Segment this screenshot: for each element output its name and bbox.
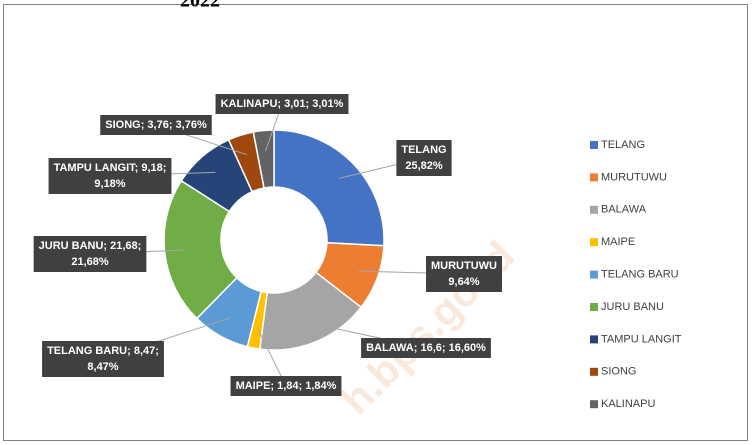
legend-swatch [590, 367, 598, 376]
chart-title: 2022 [180, 0, 220, 12]
slice [163, 179, 238, 320]
data-label-box [48, 158, 172, 194]
data-label-box [100, 115, 212, 135]
data-label: JURU BANU; 21,68; 21,68% [33, 236, 147, 272]
legend-swatch [590, 173, 598, 182]
legend-label: TELANG [601, 139, 645, 151]
data-label-text: TAMPU LANGIT; 9,18; [54, 162, 167, 174]
legend-label: MURUTUWU [601, 171, 667, 183]
data-label: TELANG 25,82% [396, 140, 452, 176]
data-label-text: MAIPE; 1,84; 1,84% [236, 380, 337, 392]
data-label-text: KALINAPU; 3,01; 3,01% [221, 98, 344, 110]
data-label-text: TELANG BARU; 8,47; [47, 345, 159, 357]
legend-label: JURU BANU [601, 301, 664, 313]
data-label: MURUTUWU 9,64% [426, 256, 502, 292]
slice [273, 129, 385, 247]
slice [252, 129, 275, 189]
data-label-text: TELANG [401, 144, 446, 156]
data-label: TAMPU LANGIT; 9,18; 9,18% [48, 158, 172, 194]
legend-swatch [590, 270, 598, 279]
data-label: MAIPE; 1,84; 1,84% [230, 376, 342, 396]
data-label: KALINAPU; 3,01; 3,01% [215, 94, 349, 114]
legend-label: KALINAPU [601, 398, 655, 410]
legend-label: TAMPU LANGIT [601, 333, 682, 345]
data-label-text: 9,64% [448, 276, 479, 288]
legend-swatch [590, 141, 598, 149]
legend-swatch [590, 238, 598, 247]
legend-swatch [590, 205, 598, 214]
legend-label: SIONG [601, 366, 636, 378]
legend-label: TELANG BARU [601, 269, 679, 281]
data-label-text: 21,68% [71, 256, 109, 268]
legend-swatch [590, 400, 598, 409]
data-label-text: JURU BANU; 21,68; [39, 240, 142, 252]
data-label-text: 9,18% [94, 178, 125, 190]
data-label-text: 8,47% [87, 361, 118, 373]
data-label: BALAWA; 16,6; 16,60% [361, 338, 491, 358]
legend-swatch [590, 303, 598, 311]
data-label-text: MURUTUWU [431, 260, 497, 272]
legend-label: BALAWA [601, 204, 647, 216]
data-label-box [33, 236, 147, 272]
data-label-text: 25,82% [405, 160, 443, 172]
data-label-box [230, 376, 342, 396]
legend-label: MAIPE [601, 236, 635, 248]
data-label-box [215, 94, 349, 114]
data-label-box [426, 256, 502, 292]
data-label-text: SIONG; 3,76; 3,76% [105, 119, 207, 131]
legend-swatch [590, 335, 598, 344]
data-label-text: BALAWA; 16,6; 16,60% [366, 342, 486, 354]
data-label: TELANG BARU; 8,47; 8,47% [42, 341, 164, 377]
data-label: SIONG; 3,76; 3,76% [100, 115, 212, 135]
data-label-box [361, 338, 491, 358]
data-label-box [396, 140, 452, 176]
data-label-box [42, 341, 164, 377]
